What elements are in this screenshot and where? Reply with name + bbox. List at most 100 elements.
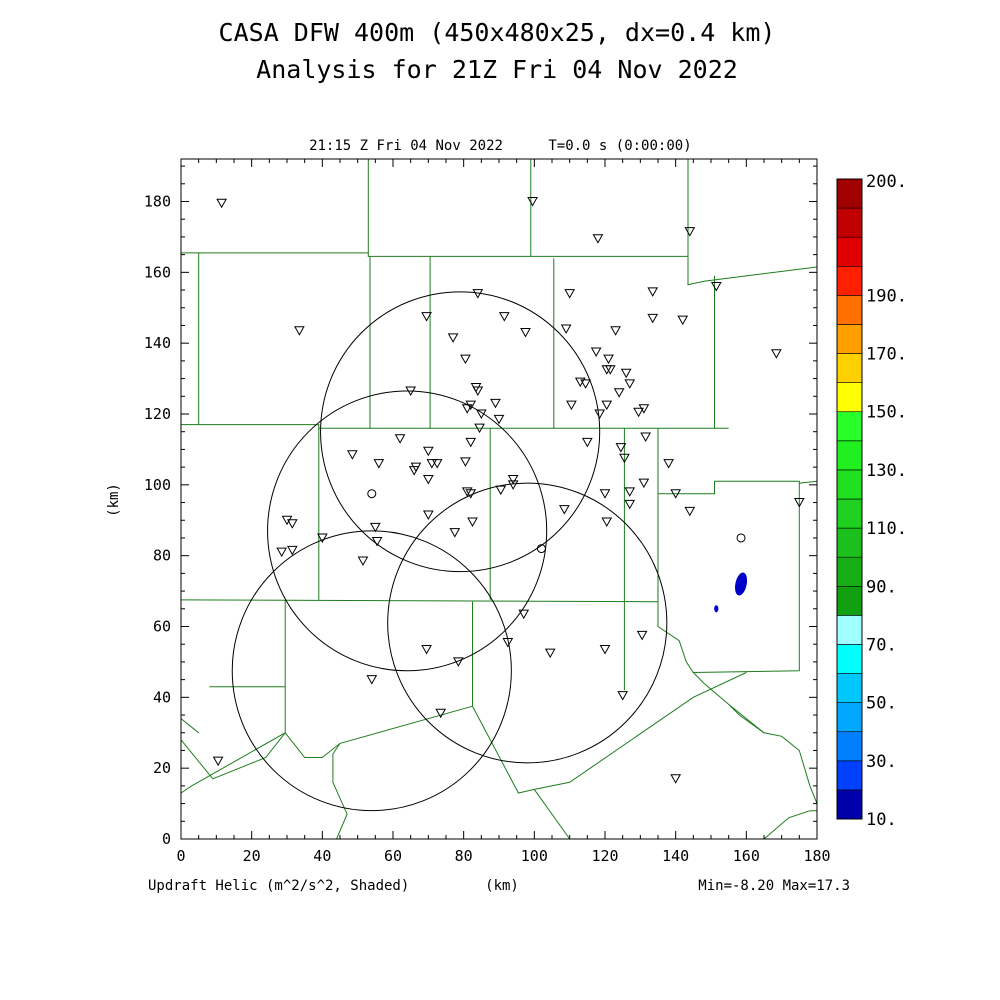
county-line	[332, 743, 348, 840]
y-tick-label: 0	[162, 830, 171, 848]
station-marker	[559, 505, 570, 515]
y-tick-label: 60	[153, 618, 171, 636]
station-marker	[216, 198, 227, 209]
station-marker	[422, 446, 434, 457]
updraft-helicity-shading	[714, 572, 748, 613]
station-marker	[316, 533, 328, 543]
colorbar-swatch	[836, 498, 863, 529]
radar-sites	[367, 489, 746, 554]
station-marker	[617, 691, 629, 701]
colorbar-swatch	[836, 731, 863, 762]
station-marker	[581, 437, 593, 448]
station-marker	[286, 545, 298, 556]
x-tick-label: 0	[176, 847, 185, 865]
colorbar-swatch	[836, 644, 863, 674]
range-ring	[267, 390, 548, 672]
colorbar-swatch	[836, 527, 863, 558]
station-marker	[601, 400, 613, 411]
y-tick-label: 80	[153, 547, 171, 565]
station-marker	[613, 388, 625, 398]
station-marker	[710, 282, 722, 292]
county-line	[180, 599, 286, 780]
colorbar-frame	[836, 178, 863, 820]
station-marker	[640, 432, 651, 443]
y-tick-label: 40	[153, 688, 171, 706]
range-ring	[320, 291, 601, 573]
updraft-cell	[734, 572, 748, 596]
x-tick-label: 160	[733, 847, 760, 865]
colorbar-swatch	[836, 789, 863, 820]
color-legend: 10. 30. 50. 70. 90. 110. 130. 150. 170. 190. 200.	[836, 172, 907, 830]
y-tick-label: 20	[153, 759, 171, 777]
x-axis-label: (km)	[485, 878, 519, 894]
station-marker	[408, 466, 420, 476]
station-marker	[590, 347, 602, 358]
figure-title-line1: CASA DFW 400m (450x480x25, dx=0.4 km)	[219, 18, 776, 47]
station-marker	[373, 459, 385, 469]
radar-site-marker	[367, 489, 377, 499]
station-marker	[495, 485, 507, 496]
station-marker	[610, 326, 621, 336]
county-line	[799, 480, 818, 484]
colorbar-label: 150.	[866, 403, 907, 423]
colorbar-swatch	[836, 440, 863, 471]
station-marker	[771, 349, 782, 359]
station-marker	[670, 489, 682, 499]
station-marker	[566, 400, 577, 411]
station-marker	[527, 197, 538, 207]
colorbar-label: 10.	[866, 810, 897, 830]
station-marker	[638, 478, 650, 489]
station-marker	[472, 386, 484, 396]
colorbar-swatch	[836, 382, 863, 413]
station-marker	[677, 315, 689, 326]
station-marker	[670, 774, 682, 784]
radar-range-rings	[231, 291, 668, 812]
y-axis: 0 20 40 60 80 100 120 140 160 180	[144, 165, 817, 848]
plot-background	[181, 159, 817, 839]
x-tick-label: 140	[662, 847, 689, 865]
county-line	[180, 599, 659, 603]
station-marker	[507, 475, 519, 485]
station-marker	[615, 443, 627, 453]
range-ring	[231, 530, 512, 812]
station-marker	[461, 487, 473, 497]
station-marker	[461, 404, 473, 414]
station-marker	[426, 459, 438, 469]
station-marker	[286, 519, 298, 529]
station-marker	[421, 312, 432, 322]
station-marker	[460, 457, 471, 467]
station-marker	[212, 756, 224, 767]
station-marker	[580, 379, 591, 389]
station-marker	[498, 312, 510, 322]
county-boundaries	[180, 159, 818, 840]
station-marker	[793, 498, 805, 508]
colorbar-label: 110.	[866, 519, 907, 539]
station-marker	[421, 645, 432, 655]
station-marker	[422, 510, 434, 520]
station-marker	[394, 434, 406, 444]
colorbar-label: 130.	[866, 461, 907, 481]
county-line	[728, 704, 818, 804]
station-marker	[594, 409, 606, 420]
station-marker	[465, 437, 477, 448]
station-marker	[560, 324, 572, 335]
colorbar-swatch	[836, 702, 863, 733]
colorbar-label: 50.	[866, 694, 897, 714]
y-tick-label: 160	[144, 263, 171, 281]
radar-site-marker	[736, 533, 746, 543]
station-marker	[620, 368, 632, 379]
station-marker	[405, 386, 417, 396]
station-marker	[599, 489, 611, 499]
updraft-cell	[714, 605, 719, 613]
station-marker	[453, 657, 464, 667]
y-tick-label: 100	[144, 476, 171, 494]
colorbar-label: 170.	[866, 345, 907, 365]
colorbar-swatch	[836, 353, 863, 383]
colorbar-label: 190.	[866, 286, 907, 306]
colorbar-swatch	[836, 673, 863, 703]
forecast-time-label: T=0.0 s (0:00:00)	[548, 138, 691, 154]
x-tick-label: 60	[384, 847, 402, 865]
county-line	[367, 252, 531, 257]
min-max-label: Min=-8.20 Max=17.3	[698, 878, 850, 894]
